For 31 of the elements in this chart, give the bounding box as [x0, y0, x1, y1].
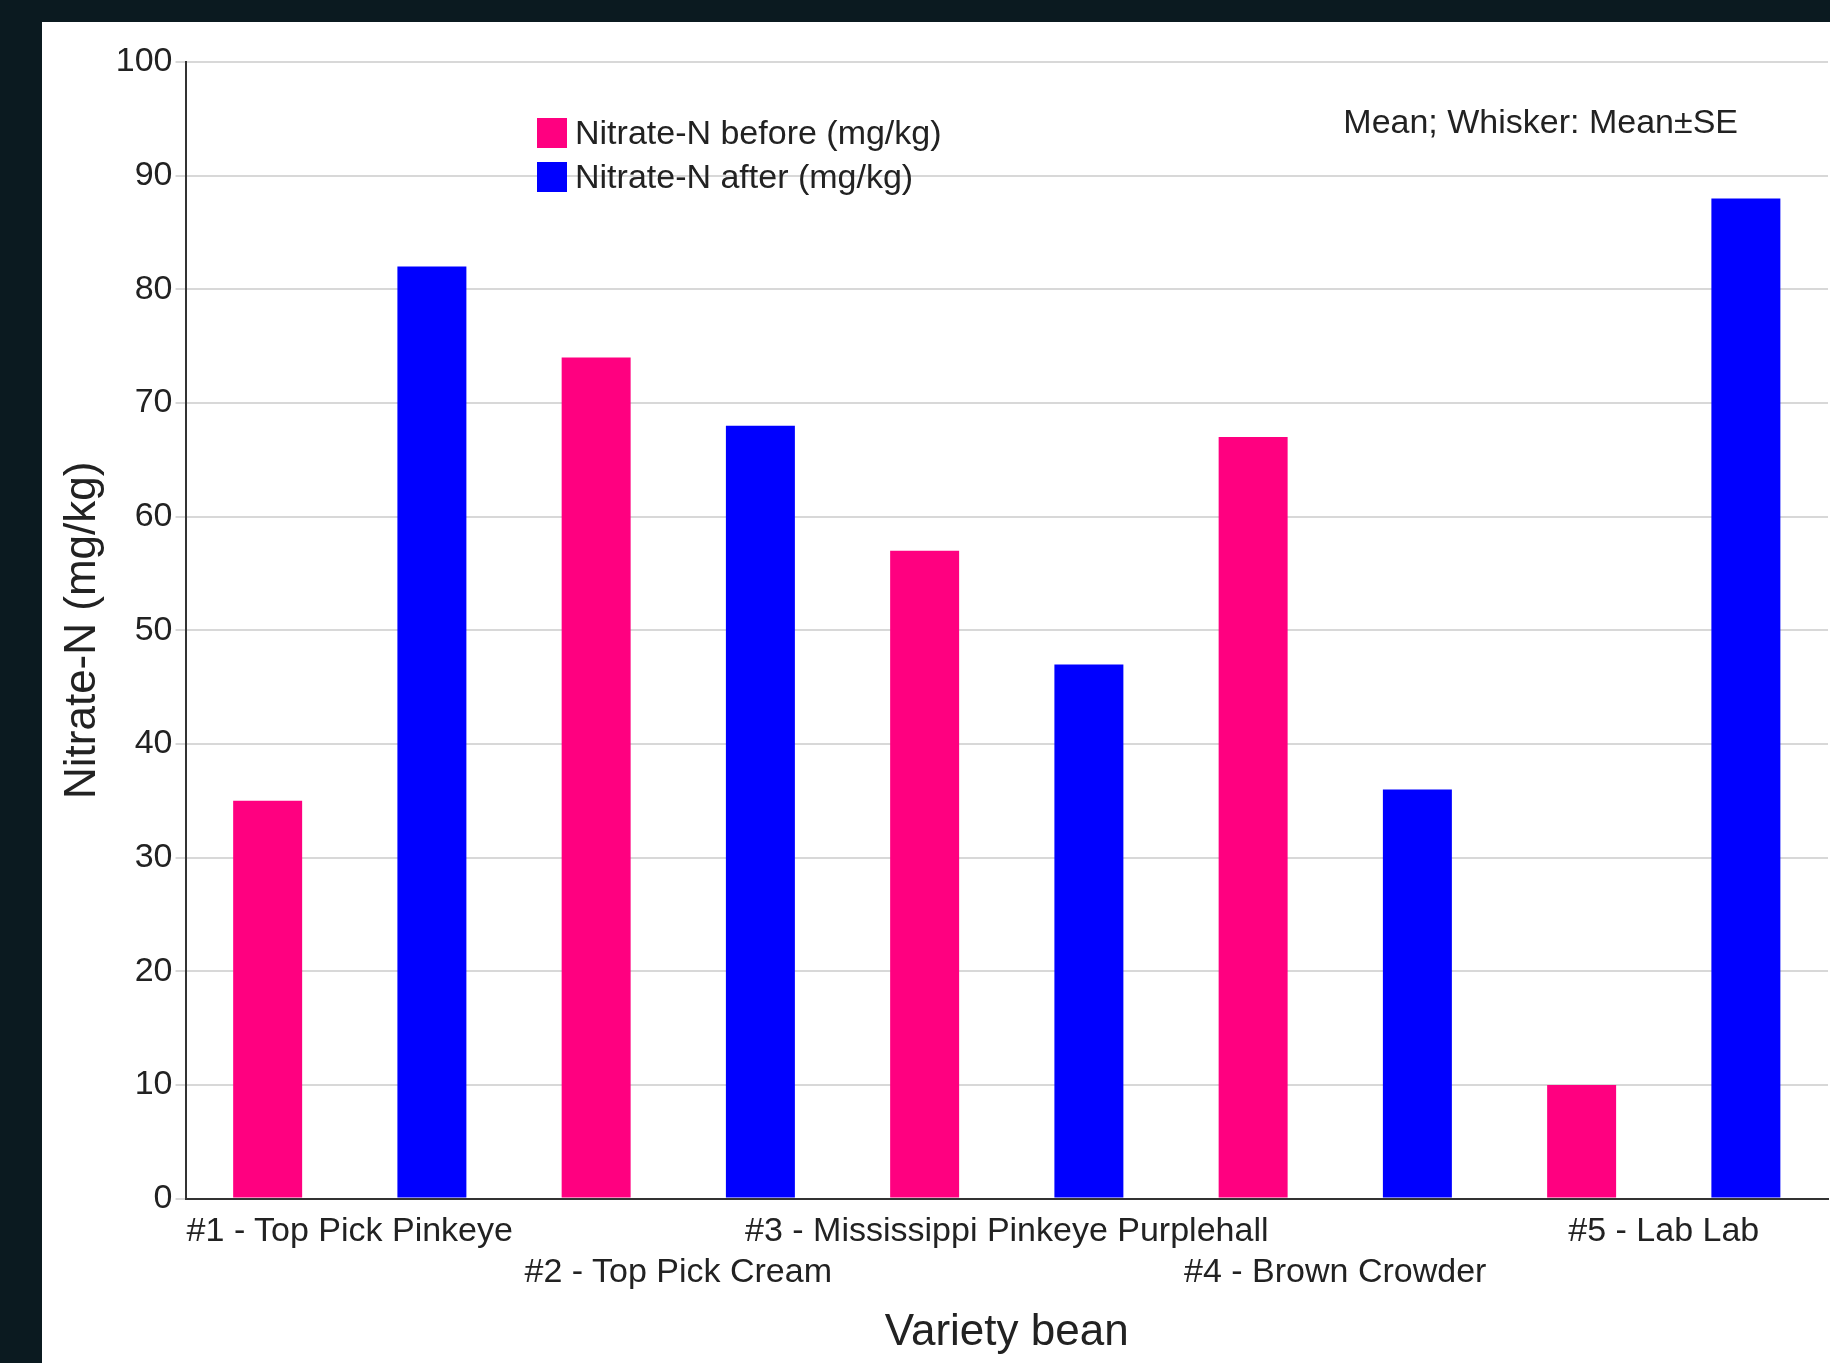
bar [1382, 789, 1452, 1198]
x-tick-label: #4 - Brown Crowder [1184, 1251, 1487, 1290]
y-tick-label: 80 [134, 267, 173, 306]
bar [890, 550, 960, 1198]
y-tick-label: 30 [134, 835, 173, 874]
x-tick-label: #1 - Top Pick Pinkeye [186, 1210, 513, 1249]
y-axis-title: Nitrate-N (mg/kg) [54, 461, 104, 799]
bar [1054, 664, 1124, 1198]
bar [1711, 198, 1781, 1198]
x-tick-label: #3 - Mississippi Pinkeye Purplehall [745, 1210, 1269, 1249]
x-tick-label: #5 - Lab Lab [1568, 1210, 1760, 1249]
annotation: Mean; Whisker: Mean±SE [1343, 102, 1738, 141]
bar [725, 425, 795, 1198]
bar [561, 357, 631, 1198]
y-tick-label: 90 [134, 154, 173, 193]
bar [233, 800, 303, 1198]
y-tick-label: 0 [153, 1176, 173, 1215]
bar [397, 266, 467, 1198]
x-axis-title: Variety bean [884, 1304, 1129, 1354]
y-tick-label: 50 [134, 608, 173, 647]
bar [1547, 1084, 1617, 1198]
x-tick-label: #2 - Top Pick Cream [524, 1251, 832, 1290]
legend-label: Nitrate-N after (mg/kg) [574, 156, 915, 197]
bar [1218, 437, 1288, 1198]
y-tick-label: 60 [134, 495, 173, 534]
y-tick-label: 100 [115, 40, 173, 79]
y-tick-label: 20 [134, 949, 173, 988]
y-tick-label: 10 [134, 1063, 173, 1102]
y-tick-label: 40 [134, 722, 173, 761]
y-tick-label: 70 [134, 381, 173, 420]
legend-label: Nitrate-N before (mg/kg) [574, 112, 942, 153]
